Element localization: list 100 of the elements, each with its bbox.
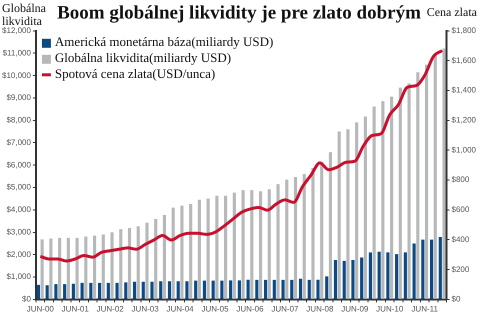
bar	[98, 282, 102, 299]
legend-label: Globálna likvidita(miliardy USD)	[54, 50, 232, 66]
bar	[364, 116, 367, 299]
bar	[154, 219, 158, 299]
bar	[76, 238, 79, 299]
bar	[162, 215, 166, 299]
bar	[250, 190, 254, 299]
y-tick-label: $0	[22, 294, 32, 304]
bar	[58, 238, 62, 299]
bar	[438, 236, 442, 299]
bar	[264, 280, 268, 299]
x-tick-label: JUN-11	[411, 304, 438, 314]
x-tick-label: JUN-03	[132, 304, 160, 314]
bar	[372, 106, 376, 299]
bar	[142, 282, 145, 299]
bar	[360, 258, 364, 299]
bar	[258, 191, 262, 299]
y2-tick-label: $1,600	[452, 56, 477, 65]
x-tick-label: JUN-05	[201, 304, 230, 314]
y-tick-label: $6,000	[6, 160, 32, 170]
bar	[92, 236, 96, 299]
bar	[202, 280, 206, 299]
y2-axis-title: Cena zlata	[426, 5, 478, 19]
bar	[342, 260, 346, 299]
y-tick-label: $10,000	[2, 70, 32, 80]
bar	[194, 280, 198, 299]
bar	[294, 176, 298, 299]
bar	[150, 282, 154, 299]
bar	[54, 284, 58, 299]
bar	[180, 206, 184, 299]
bar	[176, 281, 180, 299]
y2-tick-label: $1,200	[452, 116, 477, 125]
bar	[320, 162, 324, 299]
bar	[298, 278, 302, 299]
bar	[124, 282, 128, 299]
bar	[102, 234, 105, 299]
y-tick-label: $12,000	[2, 26, 32, 36]
bar	[311, 168, 315, 299]
bar	[351, 260, 355, 299]
bar	[72, 284, 75, 299]
bar	[346, 129, 350, 299]
bar	[378, 252, 381, 299]
bar	[381, 101, 384, 299]
bar	[398, 88, 402, 299]
bar	[110, 232, 114, 299]
bar	[412, 243, 416, 299]
bar	[46, 285, 49, 299]
bar	[302, 174, 306, 299]
y2-tick-label: $200	[452, 264, 470, 274]
bar	[242, 190, 245, 299]
bar	[232, 192, 236, 299]
bar	[276, 184, 280, 299]
bar	[434, 54, 437, 299]
bar	[368, 252, 372, 299]
legend-label: Americká monetárna báza(miliardy USD)	[54, 34, 274, 50]
line-series	[38, 49, 444, 263]
bar	[281, 280, 285, 299]
x-tick-label: JUN-10	[376, 304, 404, 314]
bar	[206, 198, 210, 299]
x-tick-label: JUN-08	[306, 304, 334, 314]
bar	[328, 152, 332, 299]
y2-tick-label: $1,800	[452, 26, 477, 36]
bar	[63, 284, 66, 299]
bar	[168, 281, 172, 299]
y-tick-label: $3,000	[6, 227, 32, 236]
bar	[224, 196, 228, 299]
bar	[386, 252, 390, 299]
y-tick-label: $4,000	[6, 205, 32, 214]
y-tick-label: $2,000	[6, 250, 32, 259]
bar	[355, 122, 358, 299]
bar	[325, 276, 328, 299]
bar	[106, 282, 110, 299]
bar	[268, 189, 271, 299]
bar	[338, 132, 341, 299]
x-tick-label: JUN-02	[96, 304, 124, 314]
legend-label: Spotová cena zlata(USD/unca)	[54, 66, 216, 82]
bar	[40, 239, 44, 299]
bar	[442, 48, 446, 299]
bar	[80, 282, 84, 299]
bar	[390, 96, 394, 299]
bar	[212, 280, 215, 299]
bar	[185, 281, 189, 299]
y-axis-title: Globálna likvidita	[2, 1, 47, 28]
x-tick-label: JUN-06	[236, 304, 264, 314]
y2-tick-label: $1,400	[452, 86, 477, 95]
y-tick-label: $9,000	[6, 93, 32, 102]
bar	[316, 280, 320, 299]
bar	[246, 280, 250, 299]
bar	[416, 72, 420, 299]
bar	[215, 196, 218, 299]
y2-tick-label: $400	[452, 234, 470, 244]
bar	[220, 280, 224, 299]
bar	[334, 260, 338, 299]
y2-tick-label: $0	[452, 294, 461, 304]
y-tick-label: $1,000	[6, 272, 32, 282]
bar	[136, 226, 140, 299]
bar	[159, 281, 162, 299]
bar	[119, 229, 122, 299]
bar	[430, 240, 434, 299]
bar	[49, 238, 52, 299]
